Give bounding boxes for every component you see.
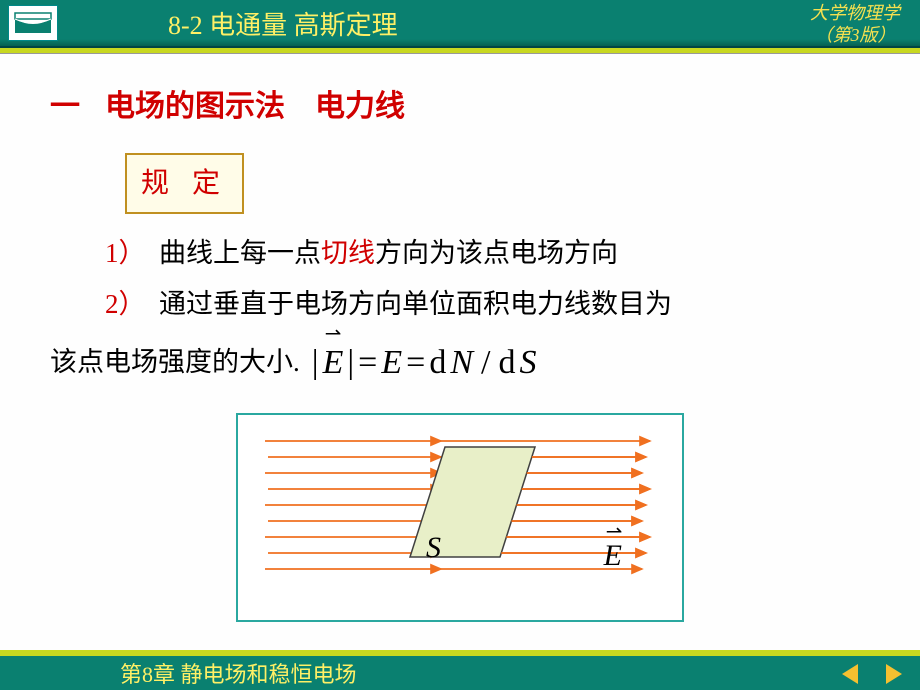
eq-d2: d bbox=[498, 331, 515, 396]
diagram-container: ⇀E S bbox=[50, 413, 870, 621]
eq-equals-2: = bbox=[406, 331, 425, 396]
point-2-text: 通过垂直于电场方向单位面积电力线数目为 bbox=[159, 289, 672, 319]
eq-N: N bbox=[450, 331, 473, 396]
point-1-red: 切线 bbox=[321, 238, 375, 268]
book-name: 大学物理学 bbox=[810, 2, 900, 24]
eq-equals-1: = bbox=[358, 331, 377, 396]
diagram-box: ⇀E S bbox=[236, 413, 684, 621]
nav-prev-icon[interactable] bbox=[842, 664, 858, 684]
footer-bar: 第8章 静电场和稳恒电场 bbox=[0, 650, 920, 690]
book-info: 大学物理学 （第3版） bbox=[810, 2, 900, 46]
point-1-text-b: 方向为该点电场方向 bbox=[375, 238, 618, 268]
book-edition: （第3版） bbox=[810, 24, 900, 46]
point-2: 2） 通过垂直于电场方向单位面积电力线数目为 bbox=[105, 279, 870, 330]
point-1-num: 1） bbox=[105, 238, 146, 268]
section-title-text: 电场的图示法 电力线 bbox=[105, 90, 405, 123]
point-2-cont-text: 该点电场强度的大小. bbox=[50, 337, 300, 388]
diagram-E-label: ⇀E bbox=[604, 527, 622, 584]
equation: |⇀E| = E = dN / dS bbox=[312, 331, 537, 396]
eq-S: S bbox=[519, 331, 536, 396]
header-bar: 8-2 电通量 高斯定理 大学物理学 （第3版） bbox=[0, 0, 920, 48]
section-heading: 一 电场的图示法 电力线 bbox=[50, 78, 870, 135]
rule-box: 规 定 bbox=[125, 153, 244, 214]
diagram-S-label: S bbox=[426, 519, 441, 576]
point-2-continuation: 该点电场强度的大小. |⇀E| = E = dN / dS bbox=[50, 331, 870, 396]
eq-d1: d bbox=[429, 331, 446, 396]
point-1-text-a: 曲线上每一点 bbox=[159, 238, 321, 268]
nav-next-icon[interactable] bbox=[886, 664, 902, 684]
page-title: 8-2 电通量 高斯定理 bbox=[168, 5, 398, 42]
eq-E: E bbox=[381, 331, 402, 396]
footer-chapter: 第8章 静电场和稳恒电场 bbox=[120, 657, 357, 689]
section-number: 一 bbox=[50, 90, 80, 123]
point-1: 1） 曲线上每一点切线方向为该点电场方向 bbox=[105, 228, 870, 279]
header-stripe bbox=[0, 48, 920, 54]
point-2-num: 2） bbox=[105, 289, 146, 319]
field-diagram bbox=[260, 429, 660, 589]
logo bbox=[8, 5, 58, 41]
content-area: 一 电场的图示法 电力线 规 定 1） 曲线上每一点切线方向为该点电场方向 2）… bbox=[0, 48, 920, 622]
eq-slash: / bbox=[481, 331, 490, 396]
